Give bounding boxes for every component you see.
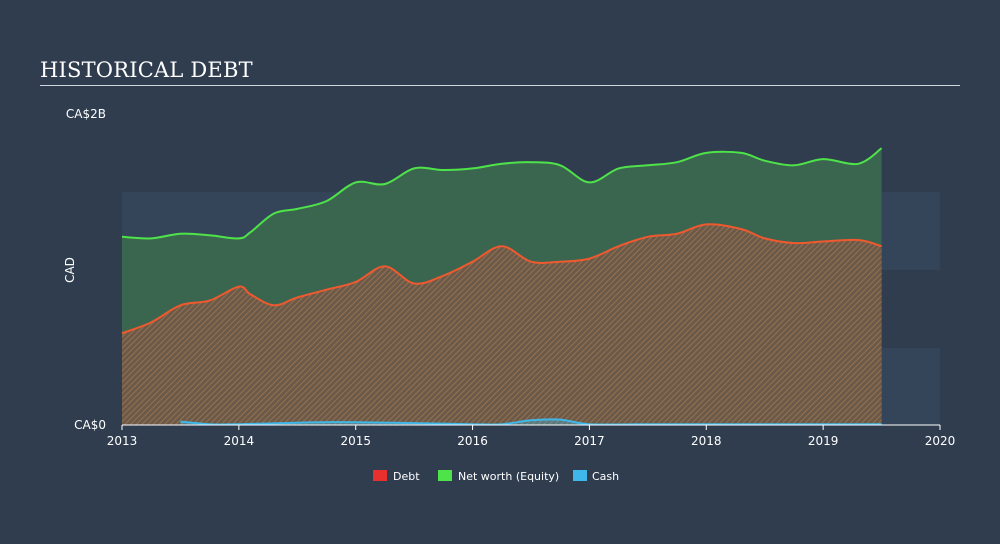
x-tick-label-2014: 2014	[224, 434, 255, 448]
legend-item-cash[interactable]: Cash	[573, 470, 619, 483]
y-axis-label: CAD	[63, 257, 77, 283]
x-tick-label-2018: 2018	[691, 434, 722, 448]
x-tick-label-2020: 2020	[925, 434, 956, 448]
x-tick-label-2019: 2019	[808, 434, 839, 448]
series-area-debt	[122, 224, 882, 425]
legend-label-debt: Debt	[393, 470, 420, 483]
y-tick-label-zero: CA$0	[74, 418, 106, 432]
series-line-cash	[180, 418, 882, 426]
x-tick-label-2015: 2015	[340, 434, 371, 448]
y-tick-label-max: CA$2B	[66, 107, 106, 121]
title-divider	[40, 85, 960, 86]
legend-swatch-debt	[373, 470, 387, 481]
legend-label-equity: Net worth (Equity)	[458, 470, 559, 483]
series-line-net-worth-equity	[121, 147, 883, 240]
chart-title: HISTORICAL DEBT	[40, 58, 253, 82]
legend-swatch-cash	[573, 470, 587, 481]
legend-item-equity[interactable]: Net worth (Equity)	[438, 470, 559, 483]
series-line-debt	[121, 223, 882, 335]
x-tick-label-2016: 2016	[457, 434, 488, 448]
legend-swatch-equity	[438, 470, 452, 481]
legend-item-debt[interactable]: Debt	[373, 470, 420, 483]
x-tick-label-2013: 2013	[107, 434, 138, 448]
x-tick-label-2017: 2017	[574, 434, 605, 448]
series-area-cash	[180, 419, 882, 425]
legend: Debt Net worth (Equity) Cash	[373, 470, 619, 483]
legend-label-cash: Cash	[592, 470, 619, 483]
